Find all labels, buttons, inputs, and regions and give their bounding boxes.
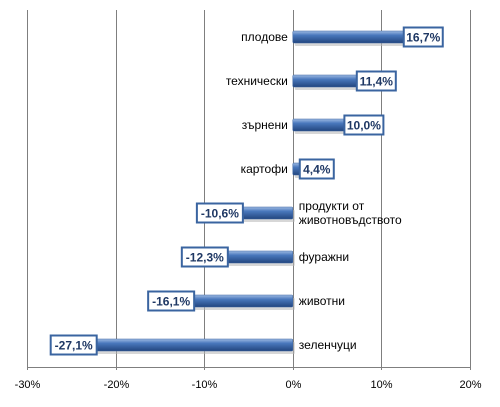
data-label-box [402, 26, 444, 48]
data-label-box [147, 290, 196, 312]
category-label-line: технически [226, 74, 288, 88]
data-labels: 16,7% 11,4% 10,0% 4,4% -10,6% -12,3% -16,1% -27… [49, 26, 444, 356]
x-tick-label: 0% [286, 379, 302, 391]
data-label-box [49, 334, 98, 356]
data-label: -16,1% [152, 295, 190, 309]
category-label: технически [226, 74, 288, 88]
category-label-line: плодове [241, 30, 288, 44]
data-label: 11,4% [360, 75, 394, 89]
category-label: зърнени [242, 118, 288, 132]
category-label: животни [299, 294, 345, 308]
category-label: продукти от животновъдството [299, 199, 402, 227]
data-label: 10,0% [347, 119, 381, 133]
data-label-box [180, 246, 229, 268]
data-label: 4,4% [303, 163, 331, 177]
data-label: -10,6% [201, 207, 239, 221]
x-tick-label: -10% [192, 379, 218, 391]
x-tick-label: -30% [15, 379, 41, 391]
category-label: фуражни [299, 250, 349, 264]
category-label-line: животновъдството [299, 213, 402, 227]
category-label-line: зърнени [242, 118, 288, 132]
category-label: картофи [241, 162, 288, 176]
gridlines [27, 10, 471, 370]
x-tick-label: 20% [459, 379, 481, 391]
category-label-line: животни [299, 294, 345, 308]
category-label: зеленчуци [299, 338, 357, 352]
category-labels: плодове технически зърнени картофи продукти … [226, 30, 402, 352]
data-label: -27,1% [55, 339, 93, 353]
data-label-box [195, 202, 244, 224]
data-label-box [355, 70, 397, 92]
x-tick-label: 10% [370, 379, 392, 391]
data-label: -12,3% [186, 251, 224, 265]
x-axis-tick-labels: -30% -20% -10% 0% 10% 20% [15, 379, 482, 391]
category-label-line: картофи [241, 162, 288, 176]
category-label-line: зеленчуци [299, 338, 357, 352]
category-label: плодове [241, 30, 288, 44]
data-label-box [298, 158, 335, 180]
category-label-line: продукти от [299, 199, 365, 213]
x-tick-label: -20% [104, 379, 130, 391]
category-label-line: фуражни [299, 250, 349, 264]
data-label: 16,7% [406, 31, 440, 45]
data-label-box [343, 114, 385, 136]
